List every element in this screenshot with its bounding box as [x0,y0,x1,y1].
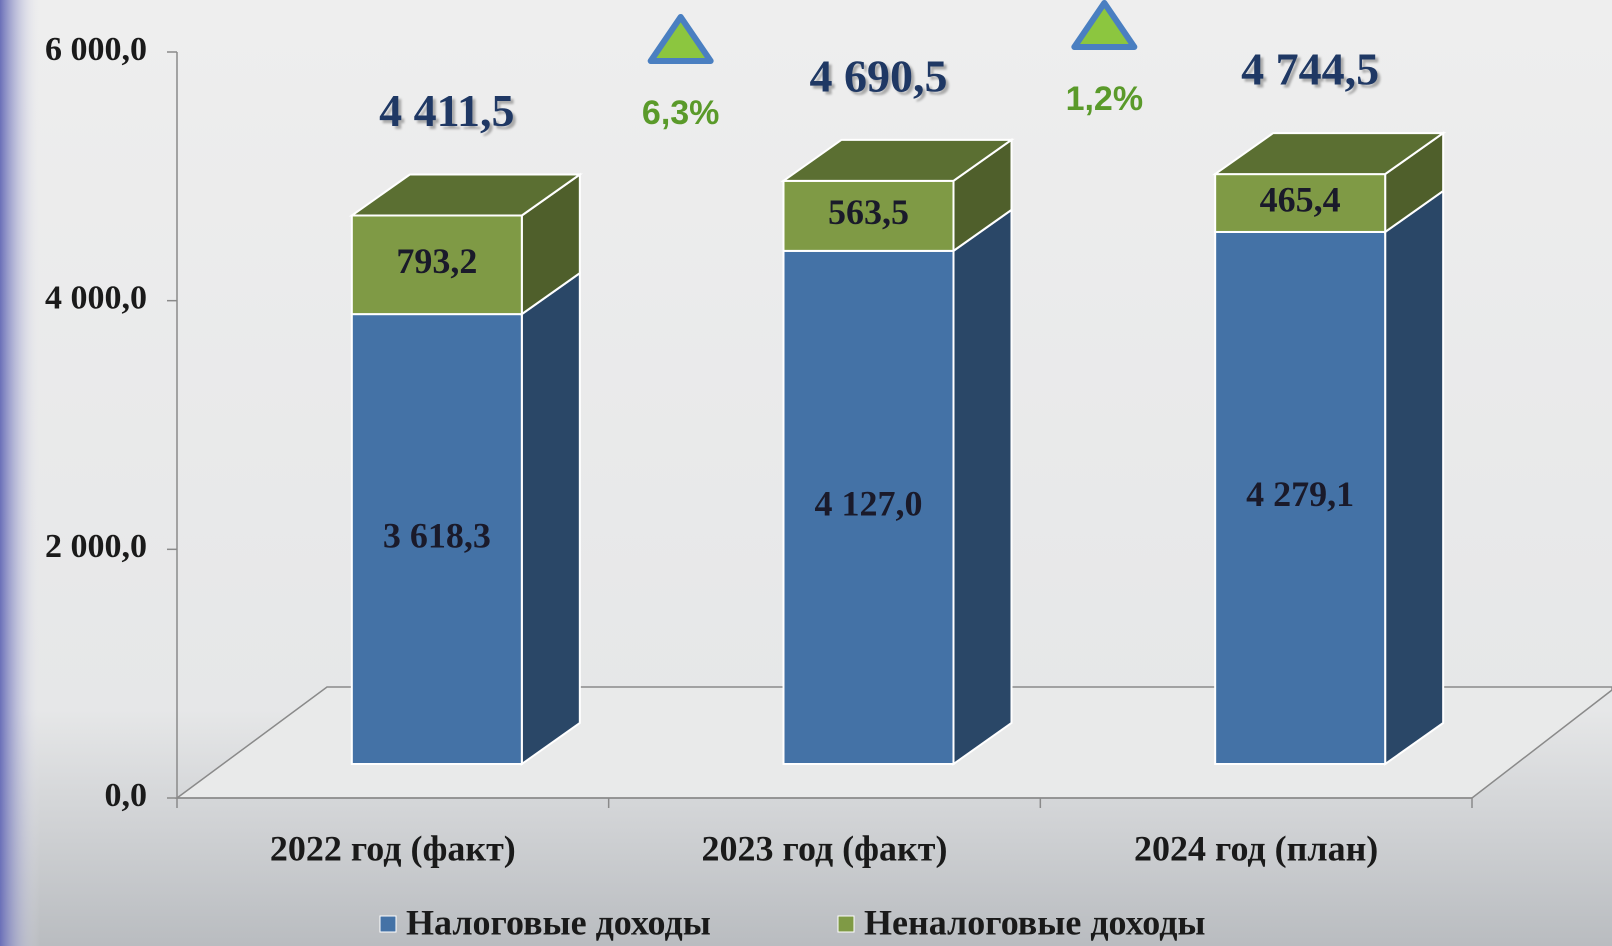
legend-label: Неналоговые доходы [864,902,1206,942]
growth-label: 6,3% [642,94,720,132]
legend-swatch [837,915,855,933]
growth-triangle [1071,0,1138,50]
bar [782,249,955,765]
bar-top [1212,132,1447,176]
value-label: 3 618,3 [383,515,491,555]
edge-shade [0,0,40,946]
value-label: 4 127,0 [815,484,923,524]
bar [1214,230,1387,766]
x-tick-label: 2024 год (план) [1134,828,1378,868]
bar [782,179,955,252]
bar-side [520,271,581,766]
value-label: 563,5 [828,192,909,232]
bar [350,313,523,765]
total-label: 4 411,5 [379,85,514,136]
growth-triangle [647,14,714,64]
legend-label: Налоговые доходы [406,902,711,942]
y-tick-label: 2 000,0 [45,528,147,565]
bar-top [348,173,583,217]
bar [1214,173,1387,233]
total-label: 4 744,5 [1241,44,1379,95]
y-tick-label: 4 000,0 [45,279,147,316]
x-tick-label: 2022 год (факт) [270,828,516,868]
total-label: 4 690,5 [810,50,948,101]
growth-label: 1,2% [1066,80,1144,118]
bar-side [952,207,1013,766]
y-tick-label: 0,0 [105,777,148,814]
value-label: 793,2 [396,241,477,281]
bar-side [1384,189,1445,766]
value-label: 465,4 [1260,179,1341,219]
x-tick-label: 2023 год (факт) [702,828,948,868]
legend-swatch [379,915,397,933]
value-label: 4 279,1 [1246,474,1354,514]
bar-top [780,138,1015,182]
y-tick-label: 6 000,0 [45,31,147,68]
